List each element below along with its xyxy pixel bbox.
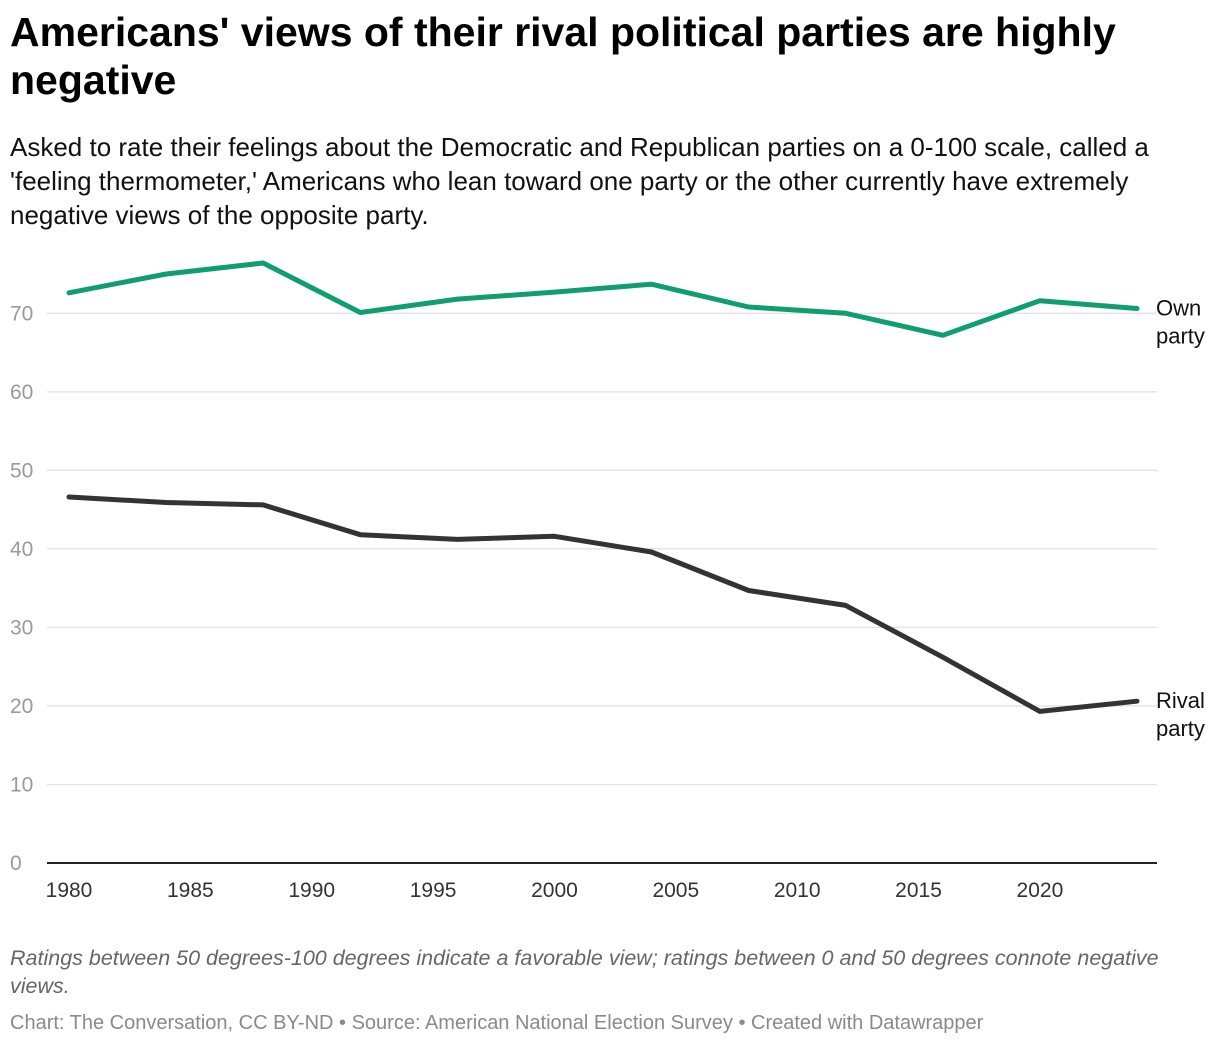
series-line-rival-party: [66, 494, 1140, 714]
y-tick-label: 10: [10, 773, 33, 796]
series-label-rival-party: Rival party: [1156, 688, 1205, 741]
chart-notes: Ratings between 50 degrees-100 degrees i…: [10, 946, 1159, 998]
y-tick-label: 50: [10, 459, 33, 482]
series-lines: [66, 260, 1140, 714]
x-axis-ticks: 1980 1985 1990 1995 2000 2005 2010 2015 2020: [46, 879, 1064, 902]
x-tick-label: 1985: [167, 879, 214, 902]
x-tick-label: 2010: [774, 879, 821, 902]
x-tick-label: 1990: [288, 879, 335, 902]
y-tick-label: 70: [10, 302, 33, 325]
x-tick-label: 2020: [1017, 879, 1064, 902]
y-tick-label: 20: [10, 695, 33, 718]
series-label-own-party: Own party: [1156, 296, 1205, 349]
y-tick-label: 0: [10, 852, 22, 875]
y-tick-label: 60: [10, 381, 33, 404]
x-tick-label: 2005: [652, 879, 699, 902]
series-labels: Own party Rival party: [1156, 296, 1205, 742]
chart-title: Americans' views of their rival politica…: [10, 9, 1116, 103]
chart-subtitle: Asked to rate their feelings about the D…: [10, 132, 1149, 230]
y-axis-ticks: 0 10 20 30 40 50 60 70: [10, 302, 33, 875]
x-tick-label: 1980: [46, 879, 93, 902]
series-line-own-party: [66, 260, 1140, 338]
x-tick-label: 2000: [531, 879, 578, 902]
x-tick-label: 1995: [410, 879, 457, 902]
x-tick-label: 2015: [895, 879, 942, 902]
chart-credits: Chart: The Conversation, CC BY-ND • Sour…: [10, 1012, 984, 1034]
gridlines: [47, 312, 1157, 864]
y-tick-label: 40: [10, 538, 33, 561]
y-tick-label: 30: [10, 616, 33, 639]
